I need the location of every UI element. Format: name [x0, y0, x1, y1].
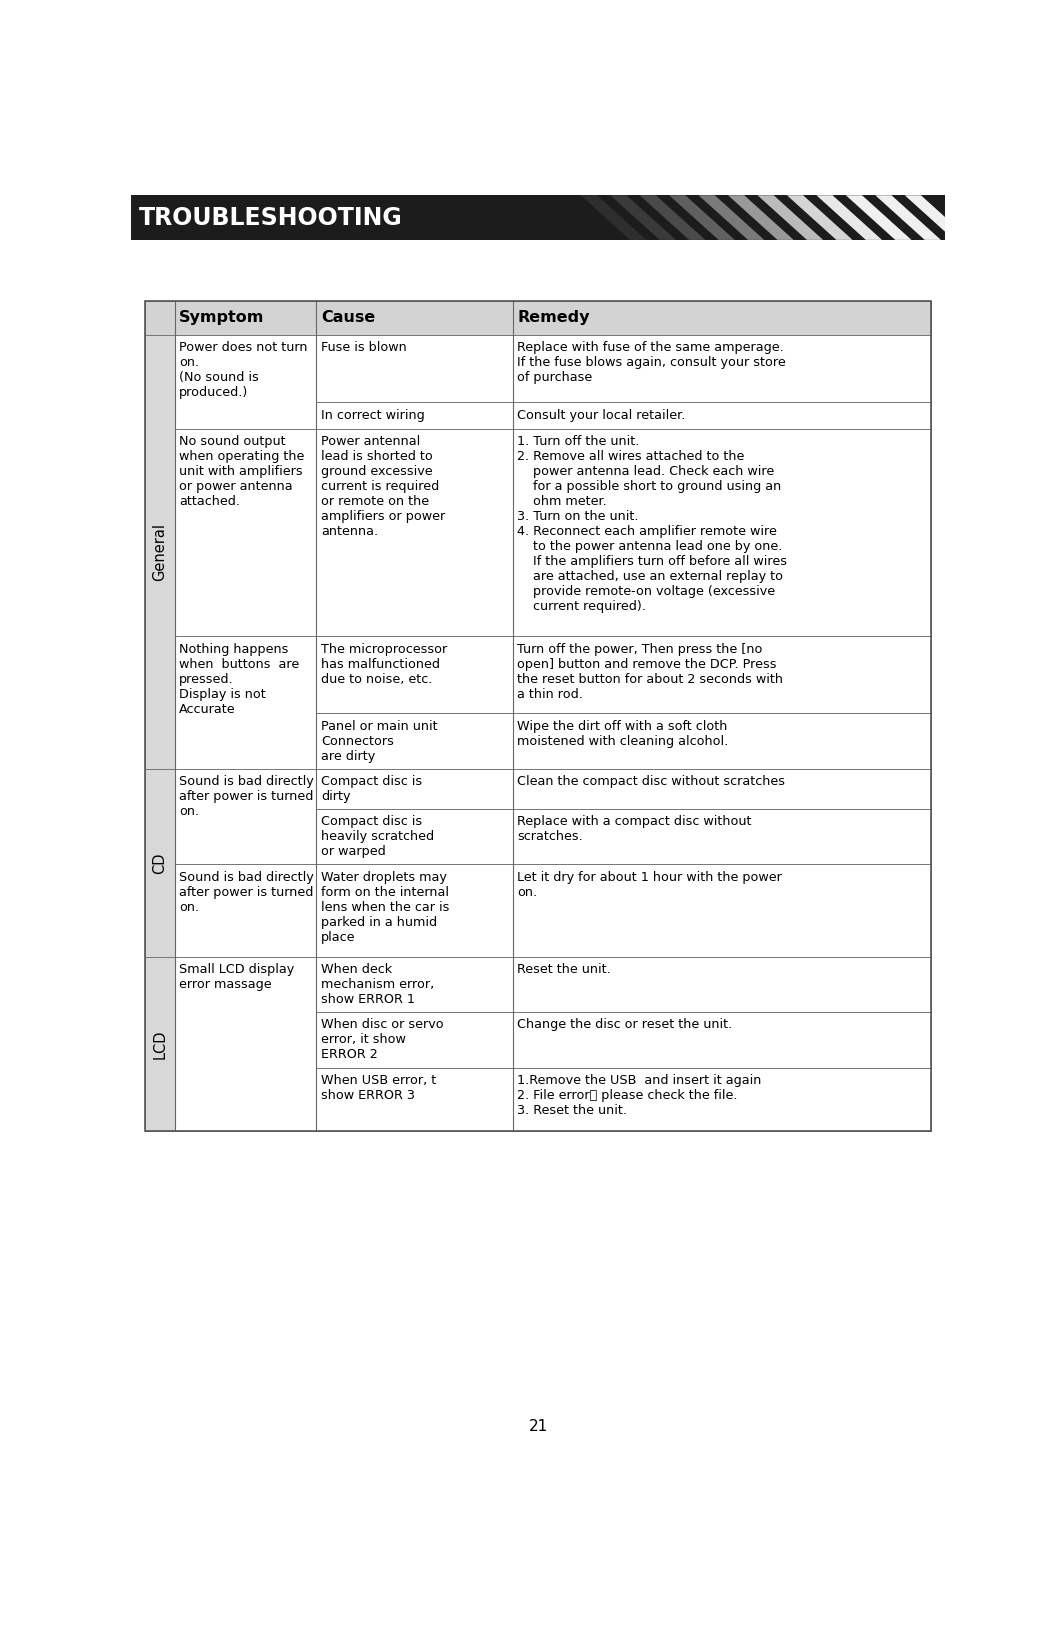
Bar [512, 957, 931, 1012]
Bar [174, 335, 316, 428]
Bar [174, 636, 316, 770]
Bar [316, 335, 512, 402]
Text: Reset the unit.: Reset the unit. [518, 963, 611, 976]
Text: Power antennal
lead is shorted to
ground excessive
current is required
or remote: Power antennal lead is shorted to ground… [321, 434, 445, 537]
Bar [316, 714, 512, 770]
Text: Nothing happens
when  buttons  are
pressed.
Display is not
Accurate: Nothing happens when buttons are pressed… [180, 643, 299, 716]
Bar [316, 957, 512, 1012]
Bar [131, 195, 945, 239]
Text: Sound is bad directly
after power is turned
on.: Sound is bad directly after power is tur… [180, 870, 314, 913]
Bar [512, 809, 931, 864]
Bar [174, 770, 316, 864]
Polygon shape [757, 195, 823, 239]
Bar [512, 770, 931, 809]
Polygon shape [610, 195, 676, 239]
Bar [512, 1012, 931, 1067]
Text: Compact disc is
heavily scratched
or warped: Compact disc is heavily scratched or war… [321, 815, 435, 857]
Bar [316, 636, 512, 714]
Polygon shape [581, 195, 647, 239]
Text: General: General [152, 522, 167, 581]
Bar [512, 428, 931, 636]
Text: CD: CD [152, 853, 167, 874]
Polygon shape [816, 195, 882, 239]
Text: LCD: LCD [152, 1028, 167, 1059]
Text: No sound output
when operating the
unit with amplifiers
or power antenna
attache: No sound output when operating the unit … [180, 434, 304, 508]
Text: Remedy: Remedy [518, 311, 590, 325]
Polygon shape [786, 195, 853, 239]
Polygon shape [728, 195, 794, 239]
Text: Replace with fuse of the same amperage.
If the fuse blows again, consult your st: Replace with fuse of the same amperage. … [518, 340, 786, 384]
Bar [174, 864, 316, 957]
Bar [316, 809, 512, 864]
Text: Change the disc or reset the unit.: Change the disc or reset the unit. [518, 1019, 733, 1032]
Bar [512, 714, 931, 770]
Text: 21: 21 [528, 1419, 548, 1433]
Text: Water droplets may
form on the internal
lens when the car is
parked in a humid
p: Water droplets may form on the internal … [321, 870, 449, 944]
Bar [316, 402, 512, 428]
Text: Panel or main unit
Connectors
are dirty: Panel or main unit Connectors are dirty [321, 719, 438, 763]
Text: Power does not turn
on.
(No sound is
produced.): Power does not turn on. (No sound is pro… [180, 340, 308, 399]
Text: When disc or servo
error, it show
ERROR 2: When disc or servo error, it show ERROR … [321, 1019, 444, 1061]
Polygon shape [846, 195, 911, 239]
Bar [512, 864, 931, 957]
Bar [145, 957, 174, 1131]
Bar [145, 335, 174, 770]
Text: When USB error, t
show ERROR 3: When USB error, t show ERROR 3 [321, 1074, 437, 1101]
Text: 1.Remove the USB  and insert it again
2. File error， please check the file.
3. R: 1.Remove the USB and insert it again 2. … [518, 1074, 761, 1116]
Text: Let it dry for about 1 hour with the power
on.: Let it dry for about 1 hour with the pow… [518, 870, 782, 898]
Bar [316, 770, 512, 809]
Text: In correct wiring: In correct wiring [321, 408, 425, 421]
Polygon shape [669, 195, 735, 239]
Bar [316, 428, 512, 636]
Text: The microprocessor
has malfunctioned
due to noise, etc.: The microprocessor has malfunctioned due… [321, 643, 447, 685]
Text: Small LCD display
error massage: Small LCD display error massage [180, 963, 295, 991]
Polygon shape [876, 195, 941, 239]
Bar [174, 301, 316, 335]
Text: Sound is bad directly
after power is turned
on.: Sound is bad directly after power is tur… [180, 774, 314, 818]
Bar [134, 198, 359, 238]
Text: Compact disc is
dirty: Compact disc is dirty [321, 774, 422, 804]
Text: TROUBLESHOOTING: TROUBLESHOOTING [139, 205, 403, 229]
Bar [145, 301, 174, 335]
Text: Symptom: Symptom [180, 311, 265, 325]
Bar [512, 402, 931, 428]
Bar [174, 428, 316, 636]
Bar [316, 301, 512, 335]
Bar [145, 301, 931, 1131]
Text: 1. Turn off the unit.
2. Remove all wires attached to the
    power antenna lead: 1. Turn off the unit. 2. Remove all wire… [518, 434, 788, 613]
Text: Consult your local retailer.: Consult your local retailer. [518, 408, 686, 421]
Text: Clean the compact disc without scratches: Clean the compact disc without scratches [518, 774, 785, 787]
Bar [512, 301, 931, 335]
Text: Replace with a compact disc without
scratches.: Replace with a compact disc without scra… [518, 815, 752, 843]
Text: When deck
mechanism error,
show ERROR 1: When deck mechanism error, show ERROR 1 [321, 963, 435, 1005]
Polygon shape [639, 195, 706, 239]
Text: Turn off the power, Then press the [no
open] button and remove the DCP. Press
th: Turn off the power, Then press the [no o… [518, 643, 783, 701]
Text: Wipe the dirt off with a soft cloth
moistened with cleaning alcohol.: Wipe the dirt off with a soft cloth mois… [518, 719, 729, 748]
Bar [174, 957, 316, 1131]
Bar [512, 636, 931, 714]
Bar [316, 864, 512, 957]
Polygon shape [905, 195, 970, 239]
Bar [316, 1012, 512, 1067]
Bar [145, 770, 174, 957]
Bar [512, 1067, 931, 1131]
Polygon shape [698, 195, 764, 239]
Bar [512, 335, 931, 402]
Bar [316, 1067, 512, 1131]
Text: Cause: Cause [321, 311, 376, 325]
Text: Fuse is blown: Fuse is blown [321, 340, 407, 353]
